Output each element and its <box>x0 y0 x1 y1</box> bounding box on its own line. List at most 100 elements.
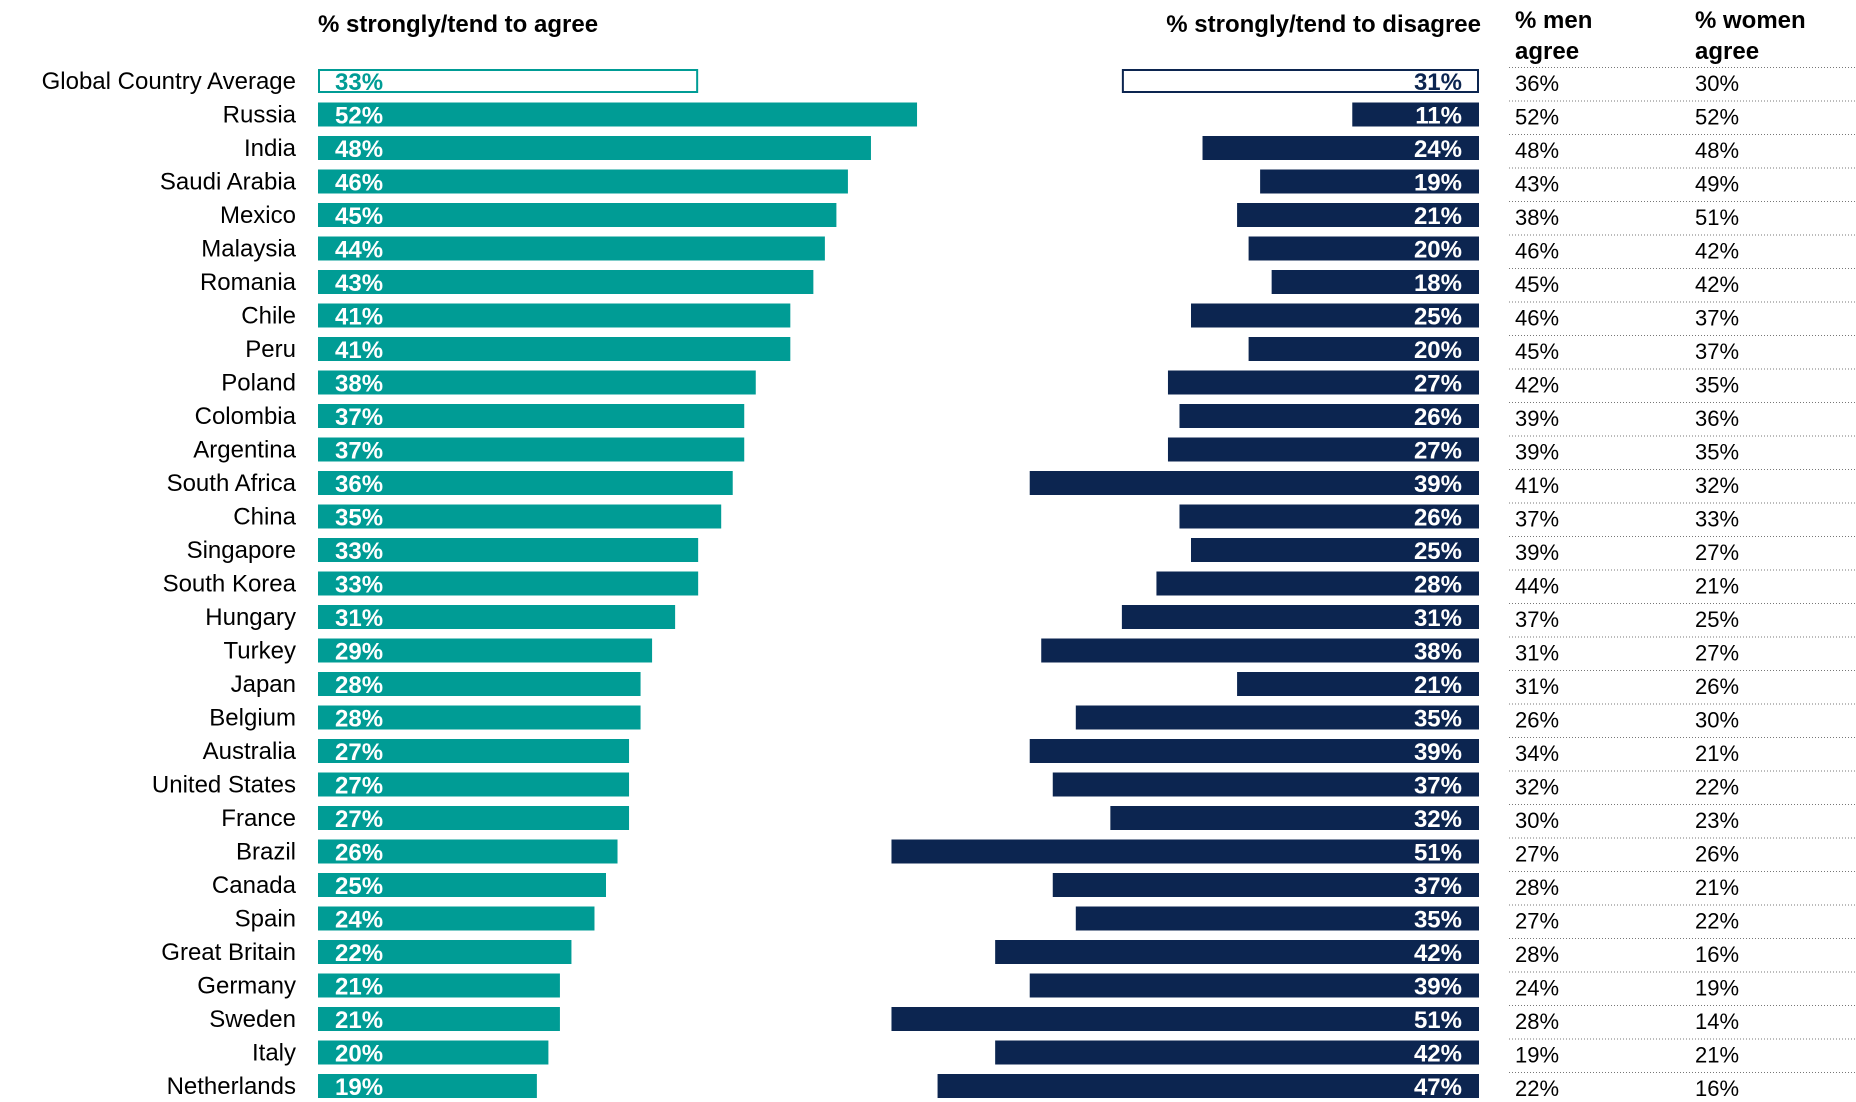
women-agree-value: 30% <box>1695 71 1739 96</box>
disagree-bar <box>995 940 1479 964</box>
disagree-data-label: 28% <box>1414 572 1462 599</box>
agree-bar <box>318 1007 560 1031</box>
disagree-data-label: 42% <box>1414 940 1462 967</box>
category-label: Malaysia <box>201 236 296 263</box>
agree-data-label: 41% <box>335 304 383 331</box>
women-agree-value: 26% <box>1695 842 1739 867</box>
disagree-bar <box>995 1040 1479 1065</box>
men-agree-value: 28% <box>1515 875 1559 900</box>
agree-bar <box>318 203 837 227</box>
agree-data-label: 38% <box>335 371 383 398</box>
men-agree-value: 36% <box>1515 71 1559 96</box>
disagree-bar <box>1271 270 1479 294</box>
agree-bar <box>318 236 825 261</box>
women-agree-value: 35% <box>1695 373 1739 398</box>
men-agree-value: 46% <box>1515 239 1559 264</box>
agree-data-label: 29% <box>335 639 383 666</box>
category-label: Colombia <box>195 403 297 430</box>
disagree-bar <box>1121 605 1479 629</box>
agree-data-label: 45% <box>335 203 383 230</box>
women-agree-value: 25% <box>1695 607 1739 632</box>
disagree-data-label: 21% <box>1414 203 1462 230</box>
category-label: Hungary <box>205 604 296 631</box>
men-agree-value: 31% <box>1515 674 1559 699</box>
disagree-data-label: 35% <box>1414 706 1462 733</box>
category-label: Italy <box>252 1040 296 1067</box>
women-agree-header-line1: % women <box>1695 7 1806 34</box>
agree-data-label: 22% <box>335 940 383 967</box>
agree-data-label: 35% <box>335 505 383 532</box>
disagree-bar <box>1052 772 1479 797</box>
women-agree-value: 19% <box>1695 976 1739 1001</box>
disagree-bar <box>1191 303 1479 328</box>
disagree-bar <box>1352 102 1479 127</box>
women-agree-value: 21% <box>1695 574 1739 599</box>
women-agree-value: 33% <box>1695 507 1739 532</box>
category-label: Netherlands <box>167 1073 296 1100</box>
disagree-data-label: 51% <box>1414 1007 1462 1034</box>
men-agree-value: 52% <box>1515 105 1559 130</box>
disagree-bar <box>1075 906 1479 931</box>
agree-data-label: 28% <box>335 706 383 733</box>
men-agree-value: 32% <box>1515 775 1559 800</box>
disagree-data-label: 26% <box>1414 505 1462 532</box>
agree-bar <box>318 638 653 663</box>
disagree-bar <box>1179 504 1479 529</box>
category-label: Belgium <box>209 705 296 732</box>
agree-data-label: 25% <box>335 873 383 900</box>
men-agree-value: 38% <box>1515 205 1559 230</box>
disagree-data-label: 39% <box>1414 739 1462 766</box>
agree-data-label: 21% <box>335 1007 383 1034</box>
disagree-data-label: 31% <box>1414 69 1462 96</box>
men-agree-value: 28% <box>1515 1009 1559 1034</box>
men-agree-value: 27% <box>1515 909 1559 934</box>
men-agree-value: 41% <box>1515 473 1559 498</box>
agree-data-label: 26% <box>335 840 383 867</box>
category-label: China <box>233 504 296 531</box>
disagree-data-label: 25% <box>1414 538 1462 565</box>
agree-bar <box>318 169 848 194</box>
men-agree-value: 37% <box>1515 607 1559 632</box>
agree-bar <box>318 906 595 931</box>
women-agree-value: 21% <box>1695 741 1739 766</box>
disagree-bar <box>1248 337 1479 361</box>
disagree-data-label: 39% <box>1414 974 1462 1001</box>
category-label: Canada <box>212 872 297 899</box>
women-agree-value: 22% <box>1695 775 1739 800</box>
men-agree-value: 24% <box>1515 976 1559 1001</box>
women-agree-value: 48% <box>1695 138 1739 163</box>
disagree-bar <box>1248 236 1479 261</box>
category-label: Germany <box>197 973 296 1000</box>
agree-bar <box>318 772 630 797</box>
agree-data-label: 41% <box>335 337 383 364</box>
category-label: Brazil <box>236 839 296 866</box>
men-agree-header-line1: % men <box>1515 7 1592 34</box>
agree-bar <box>318 873 606 897</box>
men-agree-value: 27% <box>1515 842 1559 867</box>
men-agree-header-line2: agree <box>1515 38 1579 65</box>
men-agree-value: 43% <box>1515 172 1559 197</box>
disagree-data-label: 25% <box>1414 304 1462 331</box>
agree-data-label: 44% <box>335 237 383 264</box>
agree-bar <box>318 337 791 361</box>
agree-bar <box>318 973 560 998</box>
agree-data-label: 24% <box>335 907 383 934</box>
agree-bar <box>318 1074 537 1098</box>
agree-data-label: 33% <box>335 69 383 96</box>
agree-data-label: 37% <box>335 404 383 431</box>
disagree-data-label: 37% <box>1414 873 1462 900</box>
disagree-bar <box>1167 370 1479 395</box>
disagree-bar <box>1260 169 1479 194</box>
disagree-data-label: 24% <box>1414 136 1462 163</box>
disagree-bar <box>891 839 1479 864</box>
agree-bar <box>318 270 814 294</box>
women-agree-value: 51% <box>1695 205 1739 230</box>
disagree-bar <box>1029 739 1479 763</box>
agree-data-label: 27% <box>335 773 383 800</box>
category-label: Australia <box>203 738 297 765</box>
disagree-data-label: 18% <box>1414 270 1462 297</box>
men-agree-value: 34% <box>1515 741 1559 766</box>
men-agree-value: 45% <box>1515 272 1559 297</box>
disagree-data-label: 21% <box>1414 672 1462 699</box>
men-agree-value: 22% <box>1515 1076 1559 1101</box>
